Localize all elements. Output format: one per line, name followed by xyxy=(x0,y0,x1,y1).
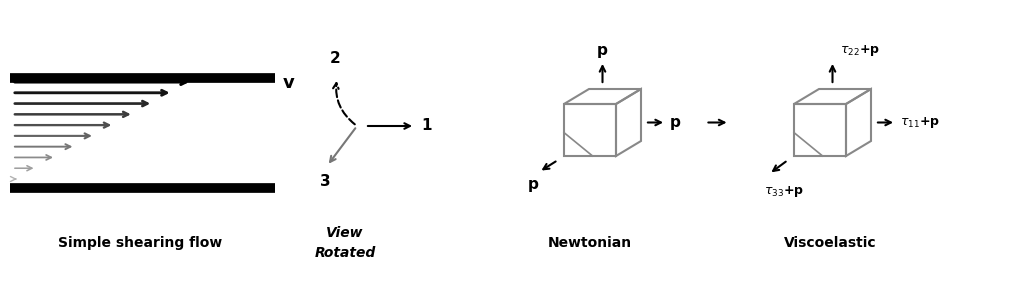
Text: Newtonian: Newtonian xyxy=(548,236,632,250)
Text: $\tau_{33}$+p: $\tau_{33}$+p xyxy=(764,184,804,199)
Text: 3: 3 xyxy=(319,174,331,189)
Text: 2: 2 xyxy=(331,51,341,66)
Text: View: View xyxy=(327,226,364,240)
Text: $\tau_{11}$+p: $\tau_{11}$+p xyxy=(900,115,940,130)
Text: p: p xyxy=(670,115,681,130)
Text: v: v xyxy=(283,74,295,92)
Text: Simple shearing flow: Simple shearing flow xyxy=(58,236,222,250)
Text: 1: 1 xyxy=(421,118,431,134)
Text: $\tau_{22}$+p: $\tau_{22}$+p xyxy=(840,43,880,58)
Text: p: p xyxy=(597,43,608,58)
Text: p: p xyxy=(527,177,539,192)
Text: Rotated: Rotated xyxy=(314,246,376,260)
Text: Viscoelastic: Viscoelastic xyxy=(783,236,877,250)
